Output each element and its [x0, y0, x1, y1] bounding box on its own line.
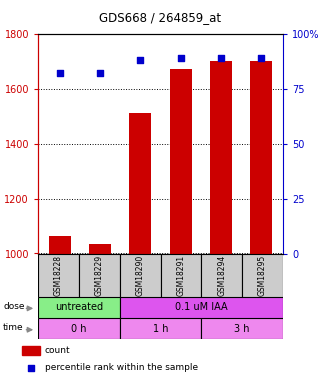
Text: untreated: untreated: [55, 302, 103, 312]
Text: GSM18294: GSM18294: [217, 254, 226, 296]
Text: count: count: [45, 346, 71, 355]
Point: [218, 55, 223, 61]
Point: [178, 55, 183, 61]
Point: [258, 55, 264, 61]
Text: 0 h: 0 h: [71, 324, 87, 334]
Text: GSM18228: GSM18228: [54, 255, 63, 296]
Bar: [242, 254, 283, 297]
Bar: [38, 254, 79, 297]
Bar: [250, 61, 272, 254]
Bar: [120, 254, 160, 297]
Bar: [22, 346, 40, 355]
Bar: [169, 69, 192, 254]
Text: GSM18295: GSM18295: [258, 254, 267, 296]
Text: 3 h: 3 h: [234, 324, 250, 334]
Bar: [129, 113, 152, 254]
Text: GSM18290: GSM18290: [135, 254, 144, 296]
Point: [138, 57, 143, 63]
Bar: [160, 254, 201, 297]
Point: [29, 364, 34, 370]
Bar: [38, 297, 120, 318]
Text: time: time: [3, 323, 24, 332]
Bar: [201, 318, 283, 339]
Text: GDS668 / 264859_at: GDS668 / 264859_at: [100, 11, 221, 24]
Text: dose: dose: [3, 302, 24, 311]
Point: [98, 70, 103, 76]
Point: [57, 70, 63, 76]
Bar: [79, 254, 120, 297]
Bar: [120, 297, 283, 318]
Bar: [210, 61, 232, 254]
Text: percentile rank within the sample: percentile rank within the sample: [45, 363, 198, 372]
Text: 1 h: 1 h: [153, 324, 168, 334]
Text: GSM18229: GSM18229: [95, 255, 104, 296]
Bar: [38, 318, 120, 339]
Bar: [201, 254, 242, 297]
Text: 0.1 uM IAA: 0.1 uM IAA: [175, 302, 228, 312]
Bar: [49, 236, 71, 254]
Bar: [120, 318, 201, 339]
Bar: [89, 244, 111, 254]
Text: GSM18291: GSM18291: [177, 255, 186, 296]
